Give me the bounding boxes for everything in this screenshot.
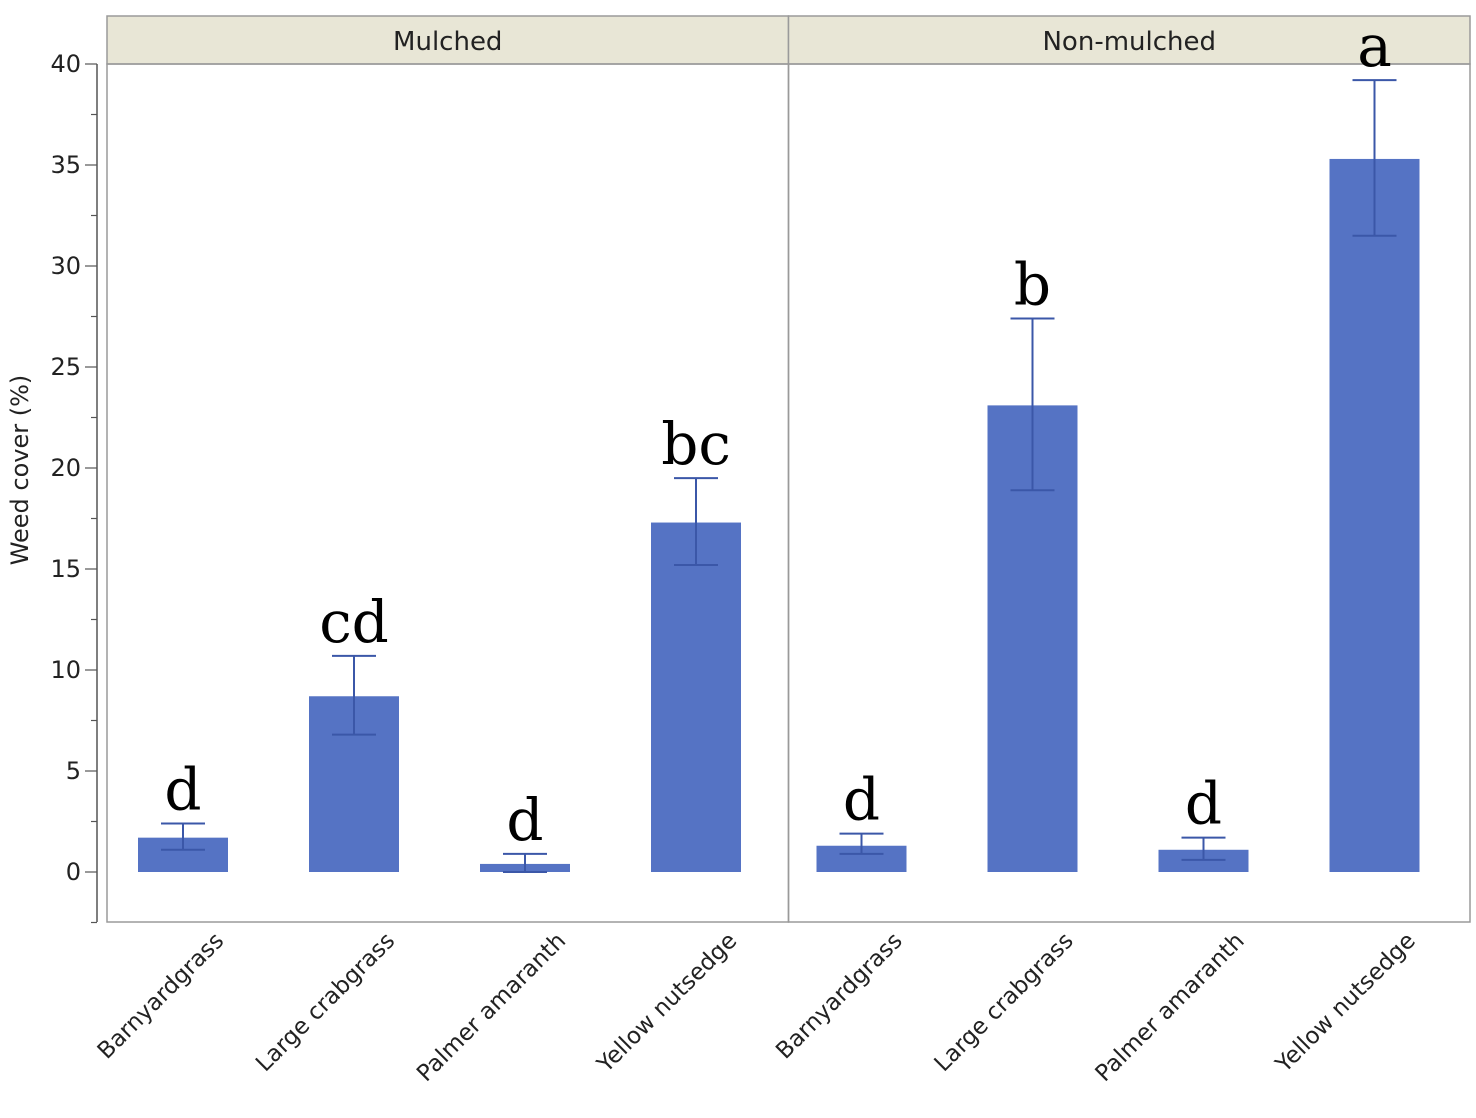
significance-letter: d xyxy=(506,786,543,854)
bar xyxy=(651,522,741,872)
y-tick-label: 5 xyxy=(66,757,81,785)
significance-letter: d xyxy=(843,766,880,834)
y-tick-label: 15 xyxy=(50,555,81,583)
x-tick-label: Large crabgrass xyxy=(930,928,1079,1077)
bar xyxy=(1329,158,1420,872)
y-tick-label: 30 xyxy=(50,252,81,280)
bar xyxy=(1158,849,1249,872)
x-tick-label: Palmer amaranth xyxy=(412,928,571,1087)
panel-header xyxy=(106,15,790,65)
y-tick-label: 25 xyxy=(50,353,81,381)
y-tick-label: 10 xyxy=(50,656,81,684)
significance-letter: d xyxy=(1185,770,1222,838)
panels: Mulched d Barnyardgrass cd Large crabgrass d P… xyxy=(93,12,1471,1087)
panel-title: Non-mulched xyxy=(1042,27,1216,57)
significance-letter: b xyxy=(1014,251,1051,319)
significance-letter: d xyxy=(164,756,201,824)
x-tick-label: Barnyardgrass xyxy=(771,928,907,1064)
y-tick-label: 0 xyxy=(66,858,81,886)
y-tick-label: 35 xyxy=(50,151,81,179)
x-tick-label: Palmer amaranth xyxy=(1091,928,1250,1087)
panel-title: Mulched xyxy=(393,27,502,57)
x-tick-label: Yellow nutsedge xyxy=(1270,928,1420,1078)
x-tick-label: Yellow nutsedge xyxy=(592,928,742,1078)
significance-letter: a xyxy=(1357,12,1392,80)
y-tick-label: 40 xyxy=(50,50,81,78)
panel-mulched: Mulched d Barnyardgrass cd Large crabgrass d P… xyxy=(93,15,790,1087)
panel-header xyxy=(787,15,1471,65)
x-tick-label: Barnyardgrass xyxy=(93,928,229,1064)
y-axis: 0 5 10 15 20 25 30 35 40 xyxy=(50,50,98,924)
x-tick-label: Large crabgrass xyxy=(251,928,400,1077)
significance-letter: bc xyxy=(661,410,731,478)
panel-non-mulched: Non-mulched d Barnyardgrass b Large crabgras… xyxy=(771,12,1471,1087)
panel-frame xyxy=(787,63,1471,923)
y-axis-title: Weed cover (%) xyxy=(6,375,34,566)
significance-letter: cd xyxy=(319,588,389,656)
y-tick-label: 20 xyxy=(50,454,81,482)
